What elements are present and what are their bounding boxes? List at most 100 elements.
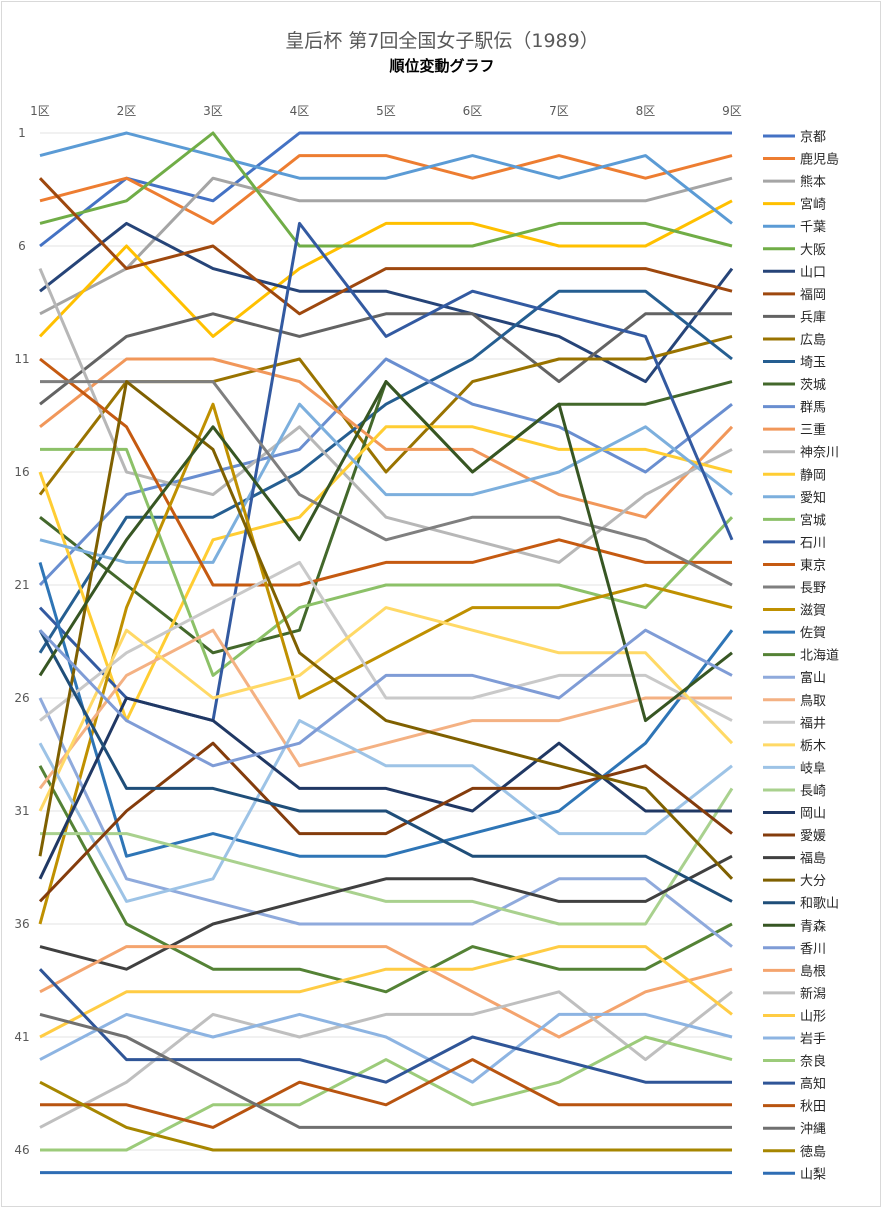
series-line-18 <box>40 447 734 677</box>
legend-label: 長野 <box>800 581 826 596</box>
y-tick-label: 31 <box>14 804 29 818</box>
legend-label: 岡山 <box>800 807 826 822</box>
series-line-31 <box>38 696 732 880</box>
legend-label: 神奈川 <box>800 446 839 461</box>
legend-label: 北海道 <box>800 649 839 664</box>
chart-title: 皇后杯 第7回全国女子駅伝（1989） <box>285 30 599 52</box>
legend-label: 愛知 <box>800 490 826 506</box>
legend-label: 長崎 <box>800 784 826 799</box>
legend-label: 宮城 <box>800 512 826 528</box>
series-line-35 <box>38 629 733 903</box>
series-line-33 <box>39 854 733 971</box>
legend-label: 奈良 <box>800 1054 826 1070</box>
series-line-45 <box>39 1012 732 1129</box>
legend-label: 新潟 <box>800 986 826 1002</box>
legend-label: 滋賀 <box>800 604 826 619</box>
series-line-8 <box>38 177 733 316</box>
series-line-5 <box>39 131 733 225</box>
y-tick-label: 21 <box>14 578 29 592</box>
y-tick-label: 11 <box>14 352 29 366</box>
series-line-14 <box>39 357 734 519</box>
y-tick-label: 46 <box>14 1143 29 1157</box>
legend-label: 島根 <box>800 964 826 979</box>
series-line-28 <box>38 606 734 812</box>
x-tick-label: 3区 <box>203 104 223 118</box>
series-line-44 <box>40 1058 732 1129</box>
legend-label: 茨城 <box>800 378 826 393</box>
x-tick-label: 1区 <box>30 104 50 118</box>
x-tick-label: 6区 <box>463 104 483 118</box>
legend-label: 佐賀 <box>800 626 826 641</box>
series-line-40 <box>39 945 733 1039</box>
series-line-1 <box>39 131 732 248</box>
legend-label: 兵庫 <box>800 310 826 325</box>
x-tick-label: 2区 <box>117 104 137 118</box>
legend-label: 山口 <box>800 265 826 280</box>
legend-label: 富山 <box>800 670 826 686</box>
series-line-34 <box>38 380 734 880</box>
series-line-21 <box>40 380 733 587</box>
legend-label: 熊本 <box>800 174 826 190</box>
legend-label: 広島 <box>800 333 826 348</box>
series-line-46 <box>39 1080 732 1152</box>
x-tick-label: 7区 <box>549 104 569 118</box>
legend-label: 山梨 <box>800 1167 826 1182</box>
legend-label: 香川 <box>800 942 826 957</box>
legend-label: 石川 <box>800 536 826 551</box>
series-line-17 <box>39 402 733 564</box>
legend-label: 鳥取 <box>800 694 826 709</box>
legend-label: 埼玉 <box>800 356 826 371</box>
series-line-26 <box>38 628 732 790</box>
series-line-22 <box>38 402 733 925</box>
legend-label: 栃木 <box>800 739 826 754</box>
x-axis-ticks: 1区 2区 3区 4区 5区 6区 7区 8区 9区 <box>30 104 742 118</box>
legend-label: 福島 <box>800 852 826 867</box>
series-lines <box>38 131 734 1175</box>
series-line-2 <box>39 154 733 225</box>
series-line-9 <box>39 312 732 406</box>
x-tick-label: 4区 <box>290 104 310 118</box>
legend-label: 岐阜 <box>800 760 826 776</box>
grid-lines <box>40 132 732 1151</box>
legend-label: 宮崎 <box>800 197 826 213</box>
legend-label: 静岡 <box>800 468 826 483</box>
legend-label: 千葉 <box>800 220 826 235</box>
legend-label: 高知 <box>800 1076 826 1092</box>
series-line-6 <box>39 131 733 248</box>
series-line-7 <box>39 221 734 384</box>
y-tick-label: 41 <box>14 1030 29 1044</box>
y-tick-label: 1 <box>18 126 26 140</box>
x-tick-label: 9区 <box>722 104 742 118</box>
legend-label: 京都 <box>800 130 826 145</box>
series-line-36 <box>38 380 733 723</box>
series-line-4 <box>38 199 733 338</box>
x-tick-label: 8区 <box>636 104 656 118</box>
legend-label: 沖縄 <box>800 1122 826 1137</box>
series-line-25 <box>38 697 733 948</box>
y-tick-label: 36 <box>14 917 29 931</box>
legend-label: 青森 <box>800 919 826 934</box>
legend-label: 大阪 <box>800 243 826 258</box>
series-line-24 <box>38 765 733 994</box>
legend-label: 山形 <box>800 1009 826 1024</box>
legend: 京都鹿児島熊本宮崎千葉大阪山口福岡兵庫広島埼玉茨城群馬三重神奈川静岡愛知宮城石川… <box>763 130 839 1182</box>
legend-label: 秋田 <box>800 1100 826 1115</box>
legend-label: 和歌山 <box>800 897 839 912</box>
series-line-29 <box>38 719 733 903</box>
legend-label: 東京 <box>800 557 826 573</box>
legend-label: 岩手 <box>800 1032 826 1047</box>
series-line-30 <box>40 787 734 926</box>
series-line-27 <box>39 560 733 722</box>
series-line-23 <box>38 561 734 858</box>
legend-label: 群馬 <box>800 401 826 416</box>
series-line-37 <box>38 628 733 768</box>
legend-label: 三重 <box>800 422 826 438</box>
y-tick-label: 16 <box>14 465 29 479</box>
chart-subtitle: 順位変動グラフ <box>389 57 495 75</box>
series-line-11 <box>38 289 733 654</box>
series-line-13 <box>38 357 733 587</box>
x-tick-label: 5区 <box>376 104 396 118</box>
